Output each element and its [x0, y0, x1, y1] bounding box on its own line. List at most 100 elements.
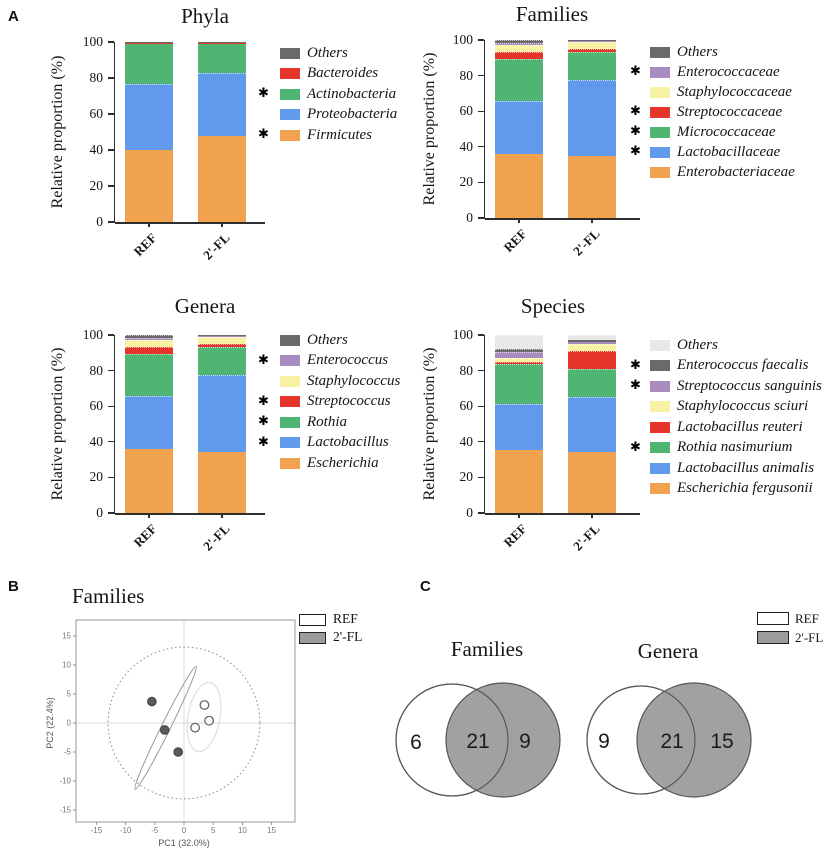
pca-x-tick-label: 10	[238, 826, 247, 835]
significance-asterisk: ✱	[258, 393, 269, 409]
segment-lactobacillus-animalis-2-fl	[568, 397, 616, 453]
ref-data-point	[199, 700, 210, 710]
fl-data-point	[147, 696, 157, 707]
pca-legend-fl-swatch	[299, 632, 326, 644]
species-title: Species	[520, 294, 586, 318]
species-y-tick-label: 80	[459, 362, 474, 378]
phyla-y-tick-label: 80	[89, 70, 104, 85]
genera-category-label-2-fl: 2'-FL	[200, 521, 233, 554]
venn-genera-title: Genera	[638, 639, 699, 663]
legend-label-others: Others	[677, 43, 718, 60]
genera-y-axis-label: Relative proportion (%)	[49, 347, 66, 501]
legend-label-enterobacteriaceae: Enterobacteriaceae	[677, 163, 795, 180]
segment-others-ref	[495, 40, 543, 43]
species-y-tick	[478, 512, 484, 514]
legend-swatch-lactobacillaceae	[650, 146, 670, 158]
legend-label-rothia-nasimurium: Rothia nasimurium	[677, 439, 793, 455]
venn-legend-ref-swatch	[757, 612, 789, 625]
segment-lactobacillus-reuteri-ref	[495, 361, 543, 365]
segment-firmicutes-2-fl	[198, 135, 246, 222]
families-title: Families	[515, 2, 589, 26]
species-category-label-2-fl: 2'-FL	[570, 521, 603, 554]
significance-asterisk: ✱	[258, 434, 269, 450]
venn-families-ref-only-count: 6	[410, 731, 422, 754]
significance-asterisk: ✱	[258, 86, 269, 101]
phyla-x-tick	[148, 222, 150, 227]
legend-swatch-others	[280, 334, 300, 346]
genera-y-tick	[108, 334, 114, 336]
legend-swatch-staphylococcus	[280, 375, 300, 387]
species-y-tick	[478, 405, 484, 407]
phyla-y-tick-label: 20	[89, 178, 104, 193]
legend-swatch-others	[650, 339, 670, 351]
segment-streptococcus-2-fl	[198, 343, 246, 347]
pca-y-axis-label: PC2 (22.4%)	[45, 697, 55, 749]
legend-swatch-enterobacteriaceae	[650, 166, 670, 178]
venn-genera-fl-only-count: 15	[710, 730, 733, 753]
venn-families-title: Families	[451, 637, 523, 661]
venn-legend-fl-label: 2'-FL	[795, 630, 824, 645]
significance-asterisk: ✱	[630, 378, 641, 393]
bar-2-fl	[568, 335, 616, 513]
segment-firmicutes-ref	[125, 150, 173, 222]
legend-swatch-streptococcus-sanguinis	[650, 380, 670, 392]
legend-label-lactobacillus: Lactobacillus	[307, 434, 389, 450]
legend-label-others: Others	[307, 331, 348, 348]
bar-ref	[495, 40, 543, 218]
legend-label-bacteroides: Bacteroides	[307, 65, 379, 81]
venn-families-fl-circle	[445, 682, 561, 798]
families-category-label-ref: REF	[500, 226, 530, 255]
bar-ref	[125, 335, 173, 513]
segment-others-2-fl	[568, 40, 616, 42]
segment-enterococcus-ref	[125, 337, 173, 341]
segment-others-2-fl	[568, 335, 616, 341]
families-y-tick-label: 40	[459, 138, 474, 154]
segment-rothia-nasimurium-2-fl	[568, 368, 616, 398]
pca-legend-fl-label: 2'-FL	[333, 629, 363, 644]
species-category-label-ref: REF	[500, 521, 530, 550]
segment-bacteroides-ref	[125, 42, 173, 44]
legend-swatch-bacteroides	[280, 68, 300, 79]
segment-streptococcus-sanguinis-ref	[495, 351, 543, 359]
species-y-tick-label: 100	[452, 327, 473, 342]
venn-svg: Families 6 21 9 Genera 9 21 15	[395, 637, 752, 798]
significance-asterisk: ✱	[630, 144, 641, 159]
legend-swatch-lactobacillus-reuteri	[650, 421, 670, 433]
phyla-y-tick-label: 40	[89, 142, 104, 157]
legend-swatch-rothia	[280, 416, 300, 428]
legend-swatch-enterococcus-faecalis	[650, 360, 670, 371]
pca-x-tick-label: -15	[91, 826, 103, 835]
legend-swatch-escherichia	[280, 457, 300, 469]
genera-x-tick	[148, 513, 150, 518]
species-x-tick	[591, 513, 593, 518]
legend-label-others: Others	[307, 44, 348, 61]
segment-staphylococcus-sciuri-2-fl	[568, 343, 616, 352]
segment-lactobacillus-animalis-ref	[495, 403, 543, 450]
genera-y-axis	[113, 335, 115, 514]
species-y-axis-label: Relative proportion (%)	[421, 347, 438, 501]
segment-staphylococcaceae-2-fl	[568, 41, 616, 49]
species-y-tick	[478, 334, 484, 336]
segment-streptococcus-ref	[125, 346, 173, 354]
legend-label-staphylococcus-sciuri: Staphylococcus sciuri	[677, 398, 809, 414]
segment-proteobacteria-2-fl	[198, 72, 246, 136]
legend-label-micrococcaceae: Micrococcaceae	[677, 123, 776, 140]
ref-cluster-ellipse	[186, 681, 222, 753]
segment-rothia-nasimurium-ref	[495, 364, 543, 404]
segment-micrococcaceae-2-fl	[568, 51, 616, 81]
segment-enterococcus-faecalis-2-fl	[568, 340, 616, 342]
families-x-tick	[591, 218, 593, 223]
genera-y-tick-label: 100	[82, 327, 103, 342]
segment-staphylococcaceae-ref	[495, 45, 543, 53]
pca-x-axis-label: PC1 (32.0%)	[158, 838, 210, 848]
pca-x-tick-label: -10	[120, 826, 132, 835]
bar-2-fl	[568, 40, 616, 218]
phyla-y-tick	[108, 149, 114, 151]
pca-y-tick-label: 10	[62, 661, 71, 670]
phyla-y-tick	[108, 185, 114, 187]
segment-rothia-ref	[125, 353, 173, 396]
significance-asterisk: ✱	[630, 104, 641, 119]
pca-legend-ref-label: REF	[333, 611, 358, 626]
legend-label-lactobacillaceae: Lactobacillaceae	[677, 143, 781, 160]
